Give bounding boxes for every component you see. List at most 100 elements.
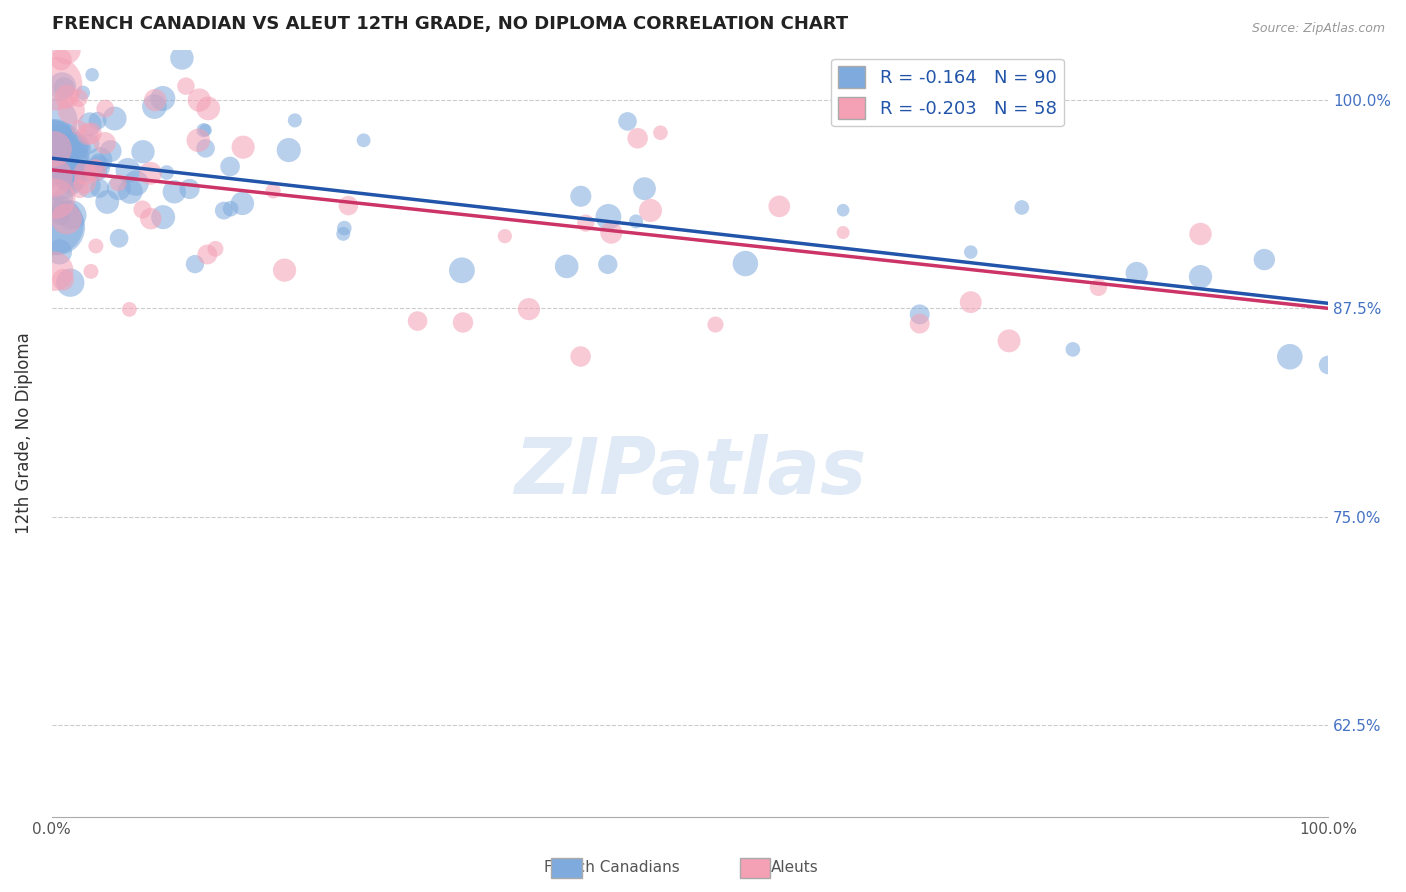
Point — [60, 103, 83, 118]
Point — [100, 144, 122, 158]
Point — [49, 53, 72, 67]
Point — [627, 131, 650, 145]
Point — [262, 184, 284, 198]
Point — [49, 208, 72, 222]
Point — [46, 220, 69, 235]
Point — [87, 165, 110, 179]
Point — [152, 210, 174, 224]
Point — [42, 135, 65, 149]
Point — [451, 263, 474, 277]
Point — [42, 142, 65, 156]
Point — [44, 147, 66, 161]
Point — [44, 113, 66, 128]
Point — [77, 136, 100, 151]
Point — [70, 143, 93, 157]
Point — [451, 316, 474, 330]
Point — [1278, 350, 1301, 364]
Point — [58, 167, 80, 181]
Point — [51, 128, 73, 143]
Point — [86, 113, 108, 128]
Point — [204, 242, 226, 256]
Point — [555, 260, 578, 274]
Point — [152, 91, 174, 105]
Point — [48, 244, 70, 259]
Point — [569, 350, 592, 364]
Point — [51, 154, 73, 169]
Point — [734, 256, 756, 270]
Point — [76, 128, 98, 142]
Point — [94, 136, 117, 150]
Point — [179, 182, 201, 196]
Point — [60, 208, 83, 222]
Point — [494, 229, 516, 244]
Point — [633, 182, 655, 196]
Point — [139, 211, 162, 226]
Point — [49, 203, 72, 218]
Point — [768, 199, 790, 213]
Point — [104, 112, 127, 126]
Text: ZIPatlas: ZIPatlas — [513, 434, 866, 509]
Point — [107, 176, 129, 190]
Point — [650, 126, 672, 140]
Point — [118, 302, 141, 317]
Point — [353, 133, 375, 147]
Point — [76, 166, 98, 180]
Point — [1062, 343, 1084, 357]
Point — [80, 264, 103, 278]
Point — [120, 185, 142, 199]
Point — [63, 137, 86, 152]
Point — [337, 198, 360, 212]
Point — [569, 189, 592, 203]
Point — [195, 247, 218, 261]
Point — [1087, 280, 1109, 294]
Point — [59, 276, 82, 290]
Point — [998, 334, 1021, 348]
Point — [1253, 252, 1275, 267]
Point — [59, 171, 82, 186]
Point — [72, 86, 94, 100]
Point — [284, 113, 307, 128]
Point — [193, 123, 215, 137]
Point — [108, 181, 131, 195]
Point — [45, 161, 67, 175]
Point — [406, 314, 429, 328]
Point — [139, 166, 162, 180]
Point — [56, 169, 79, 183]
Point — [197, 102, 219, 116]
Point — [87, 160, 110, 174]
Point — [69, 151, 91, 165]
Point — [908, 307, 931, 321]
Point — [598, 210, 620, 224]
Point — [575, 216, 598, 230]
Point — [219, 202, 242, 216]
Point — [332, 227, 354, 241]
Point — [188, 93, 211, 107]
Point — [69, 182, 91, 196]
Point — [117, 163, 139, 178]
Point — [143, 99, 166, 113]
Point — [73, 176, 96, 190]
Point — [908, 317, 931, 331]
Point — [194, 123, 217, 137]
Point — [55, 90, 77, 104]
Point — [1189, 269, 1212, 284]
Point — [44, 77, 66, 91]
Point — [84, 160, 107, 174]
Point — [82, 68, 104, 82]
Point — [51, 145, 73, 159]
Point — [163, 185, 186, 199]
Text: French Canadians: French Canadians — [544, 861, 679, 875]
Point — [640, 203, 662, 218]
Point — [600, 226, 623, 240]
Point — [832, 203, 855, 218]
Text: Source: ZipAtlas.com: Source: ZipAtlas.com — [1251, 22, 1385, 36]
Point — [959, 295, 981, 310]
Point — [55, 43, 77, 57]
Point — [67, 120, 90, 135]
Text: Aleuts: Aleuts — [770, 861, 818, 875]
Point — [624, 214, 647, 228]
Point — [84, 163, 107, 178]
Point — [48, 152, 70, 166]
Point — [75, 166, 97, 180]
Point — [219, 160, 242, 174]
